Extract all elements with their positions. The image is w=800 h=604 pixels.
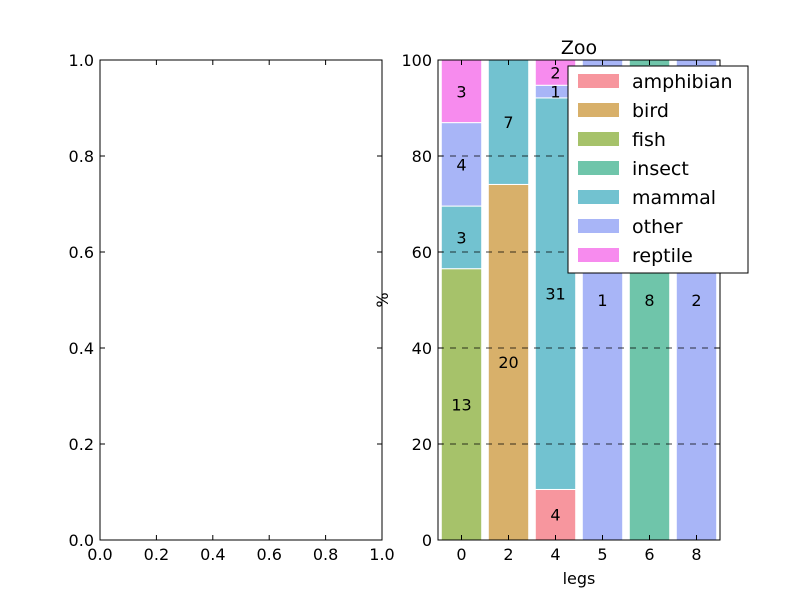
- legend-swatch-insect: [578, 161, 619, 175]
- right-x-tick-label: 2: [503, 545, 513, 564]
- bar-segment-mammal: [440, 205, 483, 270]
- right-y-tick-label: 0: [422, 531, 432, 550]
- x-axis-label: legs: [563, 569, 596, 588]
- left-y-tick-label: 1.0: [69, 51, 94, 70]
- legend-label-insect: insect: [632, 158, 689, 180]
- bar-segment-other: [440, 122, 483, 207]
- left-x-tick-label: 0.2: [144, 545, 169, 564]
- bar-count-label: 3: [456, 82, 466, 101]
- legend-label-mammal: mammal: [632, 187, 716, 209]
- bar-segment-amphibian: [534, 488, 577, 541]
- right-axes-frame: [437, 59, 721, 541]
- left-y-tick-label: 0.2: [69, 435, 94, 454]
- bar-count-label: 7: [503, 113, 513, 132]
- right-y-tick-label: 80: [412, 147, 432, 166]
- legend-swatch-other: [578, 219, 619, 233]
- right-y-tick-label: 20: [412, 435, 432, 454]
- bar-count-label: 1: [550, 83, 560, 102]
- right-y-tick-label: 40: [412, 339, 432, 358]
- legend-label-other: other: [632, 216, 683, 238]
- right-y-tick-label: 60: [412, 243, 432, 262]
- left-y-tick-label: 0.8: [69, 147, 94, 166]
- bar-segment-fish: [440, 268, 483, 541]
- left-x-tick-label: 0.8: [313, 545, 338, 564]
- bar-count-label: 3: [456, 228, 466, 247]
- bar-count-label: 31: [545, 285, 565, 304]
- legend-swatch-mammal: [578, 190, 619, 204]
- chart-title: Zoo: [561, 37, 597, 59]
- bar-segment-mammal: [487, 59, 530, 185]
- left-y-tick-label: 0.6: [69, 243, 94, 262]
- bar-count-label: 1: [597, 291, 607, 310]
- bar-count-label: 13: [451, 395, 471, 414]
- y-axis-label: %: [373, 292, 392, 307]
- legend-swatch-bird: [578, 103, 619, 117]
- left-x-tick-label: 0.4: [200, 545, 225, 564]
- bar-count-label: 4: [550, 506, 560, 525]
- left-axes-frame: [99, 59, 383, 541]
- left-y-tick-label: 0.4: [69, 339, 94, 358]
- right-x-tick-label: 6: [644, 545, 654, 564]
- legend-swatch-amphibian: [578, 74, 619, 88]
- legend-swatch-fish: [578, 132, 619, 146]
- bar-count-label: 2: [691, 291, 701, 310]
- left-x-tick-label: 0.6: [256, 545, 281, 564]
- bar-count-label: 20: [498, 353, 518, 372]
- bar-count-label: 8: [644, 291, 654, 310]
- bar-count-label: 4: [456, 155, 466, 174]
- bar-segment-reptile: [440, 59, 483, 124]
- right-x-tick-label: 5: [597, 545, 607, 564]
- right-x-tick-label: 4: [550, 545, 560, 564]
- left-y-tick-label: 0.0: [69, 531, 94, 550]
- right-y-tick-label: 100: [401, 51, 432, 70]
- left-empty-axes: 0.0 0.2 0.4 0.6 0.8 1.0 0.0 0.2 0.4 0.6 0.8 1.0: [69, 51, 395, 564]
- legend-swatch-reptile: [578, 248, 619, 262]
- legend-label-reptile: reptile: [632, 245, 693, 267]
- bar-count-label: 2: [550, 64, 560, 83]
- right-x-tick-label: 8: [691, 545, 701, 564]
- legend-label-fish: fish: [632, 129, 666, 151]
- left-x-tick-label: 1.0: [369, 545, 394, 564]
- legend-label-amphibian: amphibian: [632, 71, 733, 93]
- left-x-tick-label: 0.0: [87, 545, 112, 564]
- bar-segment-bird: [487, 183, 530, 541]
- right-x-tick-label: 0: [456, 545, 466, 564]
- legend-label-bird: bird: [632, 100, 669, 122]
